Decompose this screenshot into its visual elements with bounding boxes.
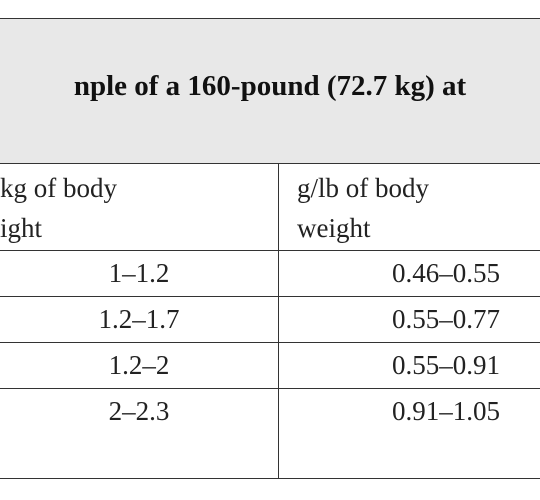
rule	[0, 250, 540, 251]
header-cell: ight	[0, 213, 43, 243]
cell: 0.46–0.55	[392, 258, 500, 288]
cell: 0.91–1.05	[392, 396, 500, 426]
rule	[0, 163, 540, 164]
title-band	[0, 18, 540, 163]
cell: 1.2–2	[108, 350, 170, 380]
header-cell: weight	[297, 213, 371, 243]
cell: 1–1.2	[108, 258, 170, 288]
cell: 0.55–0.77	[392, 304, 500, 334]
title: nple of a 160-pound (72.7 kg) at	[73, 70, 467, 102]
rule	[0, 478, 540, 479]
header-cell: g/lb of body	[297, 173, 429, 203]
header-cell: kg of body	[0, 173, 117, 203]
cell: 2–2.3	[108, 396, 170, 426]
cell: 1.2–1.7	[98, 304, 180, 334]
column-rule	[278, 163, 279, 478]
cell: 0.55–0.91	[392, 350, 500, 380]
rule	[0, 342, 540, 343]
rule	[0, 388, 540, 389]
rule	[0, 296, 540, 297]
